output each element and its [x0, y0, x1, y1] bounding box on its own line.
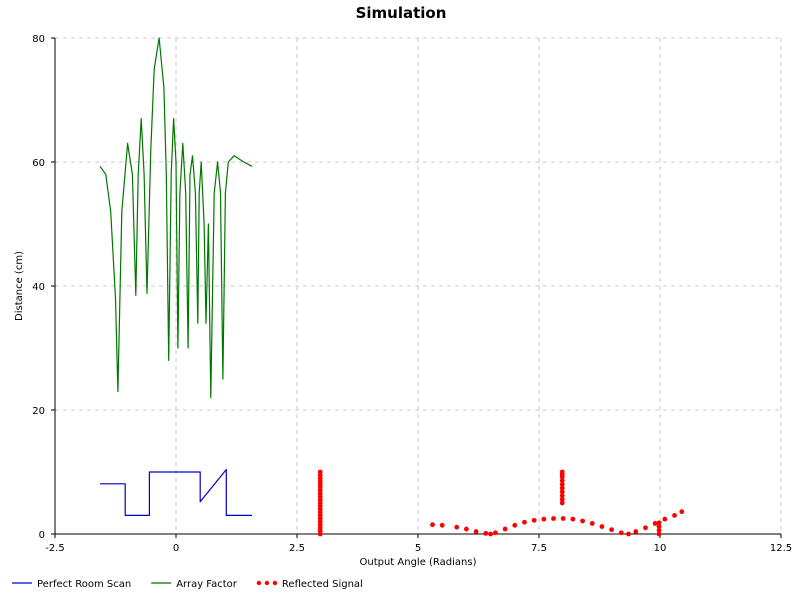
y-tick-label: 20 — [32, 406, 45, 417]
series-point-reflected-signal — [618, 530, 624, 536]
series-point-reflected-signal — [652, 521, 658, 526]
legend: Perfect Room Scan Array Factor Reflected S… — [12, 579, 363, 590]
series-point-reflected-signal — [493, 530, 498, 536]
series-point-reflected-signal — [656, 527, 662, 533]
series-point-reflected-signal — [580, 518, 585, 524]
x-axis-label: Output Angle (Radians) — [359, 557, 476, 568]
series-point-reflected-signal — [559, 469, 565, 475]
series-point-reflected-signal — [559, 496, 565, 502]
x-tick-label: 12.5 — [770, 543, 792, 554]
series-point-reflected-signal — [570, 516, 576, 522]
y-tick-label: 0 — [39, 530, 45, 541]
series-point-reflected-signal — [541, 516, 547, 522]
x-ticks: -2.5 0 2.5 5 7.5 10 12.5 — [45, 534, 792, 554]
legend-swatch-reflected-signal — [264, 580, 270, 586]
series-point-reflected-signal — [679, 509, 685, 515]
legend-swatch-reflected-signal — [256, 580, 262, 586]
series-point-reflected-signal — [559, 478, 565, 484]
y-axis-label: Distance (cm) — [14, 251, 25, 321]
series-point-reflected-signal — [488, 531, 493, 537]
legend-swatch-reflected-signal — [272, 580, 278, 586]
series — [99, 37, 685, 537]
series-point-reflected-signal — [512, 522, 518, 528]
series-point-reflected-signal — [560, 516, 566, 521]
series-point-reflected-signal — [656, 531, 662, 537]
x-tick-label: -2.5 — [45, 543, 65, 554]
series-point-reflected-signal — [589, 521, 595, 526]
x-tick-label: 10 — [654, 543, 667, 554]
series-point-reflected-signal — [454, 524, 460, 530]
y-tick-label: 80 — [32, 34, 45, 45]
series-point-reflected-signal — [317, 469, 323, 475]
x-tick-label: 5 — [415, 543, 421, 554]
series-point-reflected-signal — [633, 529, 639, 534]
series-point-reflected-signal — [464, 526, 469, 532]
series-point-reflected-signal — [559, 500, 565, 506]
series-point-reflected-signal — [473, 529, 479, 534]
x-tick-label: 0 — [173, 543, 179, 554]
series-point-reflected-signal — [483, 530, 489, 536]
series-point-reflected-signal — [609, 527, 614, 533]
chart-title: Simulation — [356, 4, 447, 22]
series-point-reflected-signal — [662, 516, 668, 522]
legend-label-array-factor: Array Factor — [176, 579, 238, 590]
series-point-reflected-signal — [656, 520, 662, 526]
legend-label-perfect-room-scan: Perfect Room Scan — [37, 579, 131, 590]
series-point-reflected-signal — [599, 524, 605, 529]
series-point-reflected-signal — [559, 485, 565, 491]
series-point-reflected-signal — [559, 493, 565, 498]
series-line-perfect-room-scan — [100, 468, 252, 517]
series-point-reflected-signal — [531, 517, 537, 523]
x-tick-label: 7.5 — [531, 543, 547, 554]
series-point-reflected-signal — [551, 516, 556, 521]
y-ticks: 0 20 40 60 80 — [32, 34, 55, 541]
series-point-reflected-signal — [502, 526, 508, 532]
x-tick-label: 2.5 — [289, 543, 305, 554]
series-point-reflected-signal — [643, 525, 648, 531]
series-point-reflected-signal — [626, 531, 631, 537]
series-point-reflected-signal — [522, 519, 527, 525]
series-point-reflected-signal — [430, 522, 435, 528]
y-tick-label: 40 — [32, 282, 45, 293]
series-point-reflected-signal — [559, 489, 565, 495]
series-point-reflected-signal — [559, 482, 565, 487]
series-line-array-factor — [99, 37, 253, 399]
series-point-reflected-signal — [672, 513, 677, 518]
y-tick-label: 60 — [32, 158, 45, 169]
series-point-reflected-signal — [656, 524, 662, 529]
legend-label-reflected-signal: Reflected Signal — [282, 579, 363, 590]
series-point-reflected-signal — [439, 522, 445, 528]
